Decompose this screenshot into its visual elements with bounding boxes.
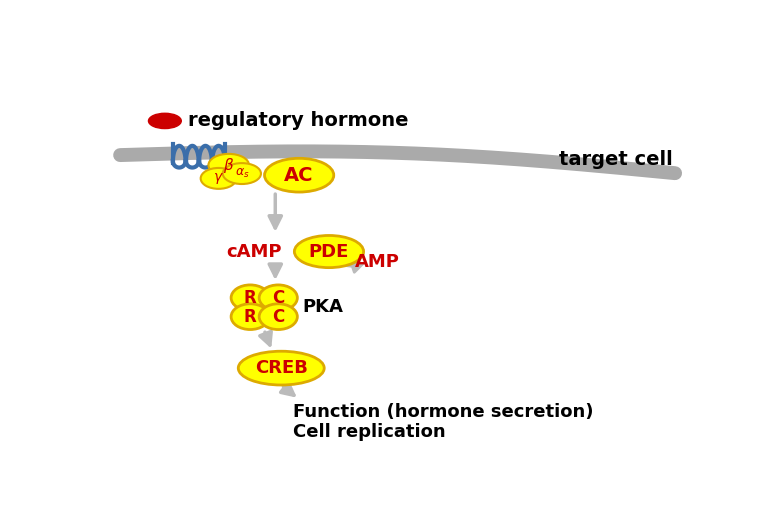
Ellipse shape bbox=[201, 168, 236, 189]
Text: cAMP: cAMP bbox=[226, 243, 282, 260]
Text: $\beta$: $\beta$ bbox=[223, 156, 234, 175]
Text: Function (hormone secretion): Function (hormone secretion) bbox=[293, 404, 594, 421]
Text: R: R bbox=[244, 307, 256, 326]
Text: R: R bbox=[244, 289, 256, 307]
Ellipse shape bbox=[265, 158, 333, 192]
Text: PDE: PDE bbox=[309, 243, 349, 260]
Ellipse shape bbox=[238, 351, 324, 385]
Ellipse shape bbox=[259, 285, 297, 311]
Text: Cell replication: Cell replication bbox=[293, 423, 446, 441]
Ellipse shape bbox=[149, 113, 181, 128]
Text: AC: AC bbox=[284, 165, 314, 185]
Ellipse shape bbox=[223, 163, 261, 184]
Text: CREB: CREB bbox=[255, 359, 308, 377]
Text: regulatory hormone: regulatory hormone bbox=[188, 111, 408, 130]
Ellipse shape bbox=[231, 285, 270, 311]
Text: C: C bbox=[272, 307, 284, 326]
Text: $\alpha_s$: $\alpha_s$ bbox=[235, 167, 249, 180]
Ellipse shape bbox=[209, 154, 249, 176]
Ellipse shape bbox=[259, 304, 297, 329]
Text: target cell: target cell bbox=[558, 150, 672, 169]
Ellipse shape bbox=[294, 235, 363, 268]
Text: PKA: PKA bbox=[302, 298, 343, 316]
Text: AMP: AMP bbox=[355, 253, 400, 271]
Ellipse shape bbox=[231, 304, 270, 329]
Text: $\gamma$: $\gamma$ bbox=[213, 171, 224, 186]
Text: C: C bbox=[272, 289, 284, 307]
